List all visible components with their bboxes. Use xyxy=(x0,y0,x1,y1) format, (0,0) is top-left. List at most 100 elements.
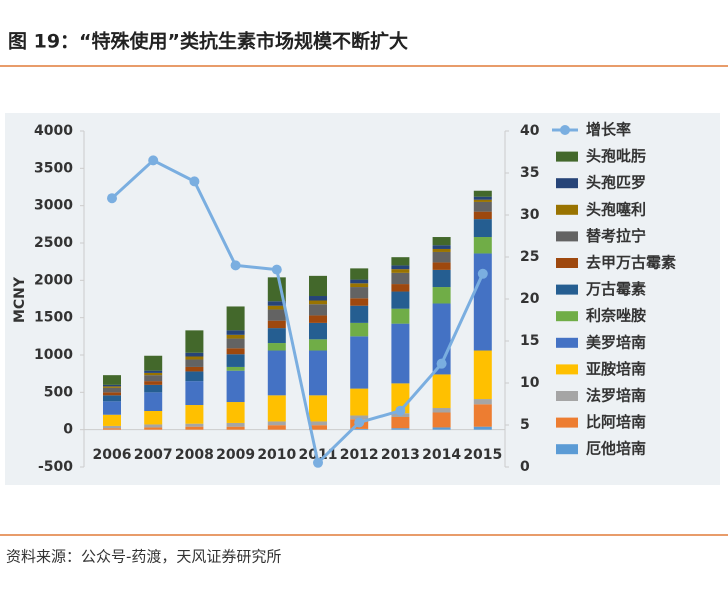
bar-segment xyxy=(350,428,369,430)
legend-label: 头孢吡肟 xyxy=(586,147,646,165)
bar-segment xyxy=(432,412,451,428)
bar-segment xyxy=(226,402,245,423)
bar-segment xyxy=(267,395,286,422)
bar-segment xyxy=(309,300,327,305)
legend-label: 头孢噻利 xyxy=(586,200,646,218)
legend-label: 头孢匹罗 xyxy=(586,174,646,192)
bar-segment xyxy=(267,328,286,344)
y-tick-label: 2500 xyxy=(34,235,73,251)
legend-marker xyxy=(556,444,578,455)
legend-label: 万古霉素 xyxy=(585,280,646,298)
legend-label: 去甲万古霉素 xyxy=(586,254,676,272)
bar-segment xyxy=(473,426,492,430)
legend-label: 美罗培南 xyxy=(586,333,646,351)
source: 资料来源：公众号-药渡，天风证券研究所 xyxy=(6,548,281,566)
bar-segment xyxy=(267,350,286,396)
bar-segment xyxy=(350,388,369,416)
bar-segment xyxy=(473,253,492,351)
line-point xyxy=(230,260,241,271)
bar-segment xyxy=(350,283,369,288)
bar-segment xyxy=(391,269,410,273)
bar-segment xyxy=(267,421,286,426)
bar-segment xyxy=(350,336,369,389)
bar-segment xyxy=(267,301,286,306)
y-tick-label: -500 xyxy=(38,459,73,475)
legend-marker xyxy=(560,125,570,135)
y-tick-label: 4000 xyxy=(34,123,73,139)
legend-marker xyxy=(556,311,578,322)
bar-segment xyxy=(226,422,245,427)
y-tick-label: 1500 xyxy=(34,310,73,326)
bar-segment xyxy=(267,425,286,430)
y-tick-label: 0 xyxy=(63,422,73,438)
bar-segment xyxy=(309,339,327,351)
bar-segment xyxy=(473,350,492,400)
bar-segment xyxy=(144,375,163,382)
bar-segment xyxy=(350,305,369,323)
bar-segment xyxy=(432,237,451,246)
bar-segment xyxy=(144,381,163,385)
bar-segment xyxy=(185,371,204,382)
bar-segment xyxy=(350,268,369,280)
legend-marker xyxy=(556,178,578,189)
legend-label: 利奈唑胺 xyxy=(586,307,646,325)
bar-segment xyxy=(309,275,327,297)
y2-tick-label: 10 xyxy=(520,375,540,391)
legend-marker xyxy=(556,337,578,348)
bar-segment xyxy=(391,284,410,292)
y-tick-label: 1000 xyxy=(34,347,73,363)
bar-segment xyxy=(144,370,163,373)
legend-marker xyxy=(556,284,578,295)
bar-segment xyxy=(103,392,121,396)
bar-segment xyxy=(391,323,410,384)
bar-segment xyxy=(350,298,369,306)
bar-segment xyxy=(103,425,121,429)
bar-segment xyxy=(432,374,451,409)
bar-segment xyxy=(226,306,245,331)
bar-segment xyxy=(432,251,451,263)
legend-marker xyxy=(556,231,578,242)
bar-segment xyxy=(144,372,163,376)
bar-segment xyxy=(267,305,286,310)
legend-marker xyxy=(556,151,578,162)
y-axis-label: MCNY xyxy=(12,276,28,323)
bar-segment xyxy=(473,404,492,427)
bar-segment xyxy=(473,237,492,254)
bar-segment xyxy=(432,427,451,430)
bar-segment xyxy=(144,424,163,428)
line-point xyxy=(189,176,200,187)
bar-segment xyxy=(267,320,286,329)
bar-segment xyxy=(309,315,327,323)
bar-segment xyxy=(226,370,245,403)
y2-tick-label: 5 xyxy=(520,417,530,433)
y-tick-label: 3000 xyxy=(34,198,73,214)
line-point xyxy=(313,457,323,468)
line-point xyxy=(271,264,282,275)
legend-marker xyxy=(556,364,578,375)
bar-segment xyxy=(185,356,204,360)
legend-marker xyxy=(556,417,578,428)
bar-segment xyxy=(350,287,369,299)
bar-segment xyxy=(185,423,204,427)
bar-segment xyxy=(103,401,121,415)
bar-segment xyxy=(144,427,163,430)
bar-segment xyxy=(309,421,327,426)
y-tick-label: 2000 xyxy=(34,272,73,288)
bar-segment xyxy=(391,308,410,324)
y2-tick-label: 25 xyxy=(520,249,539,265)
bar-segment xyxy=(185,405,204,424)
x-tick-label: 2011 xyxy=(299,447,338,463)
y-tick-label: 3500 xyxy=(34,160,73,176)
line-point xyxy=(148,155,159,166)
bar-segment xyxy=(391,291,410,309)
line-series xyxy=(110,158,485,466)
bar-segment xyxy=(267,343,286,351)
legend-label: 比阿培南 xyxy=(586,413,646,431)
bar-segment xyxy=(185,352,204,357)
bar-segment xyxy=(432,269,451,288)
bar-segment xyxy=(103,428,121,430)
bar-segment xyxy=(226,334,245,339)
y-tick-label: 500 xyxy=(44,384,73,400)
y2-tick-label: 0 xyxy=(520,459,530,475)
bar-segment xyxy=(473,211,492,220)
